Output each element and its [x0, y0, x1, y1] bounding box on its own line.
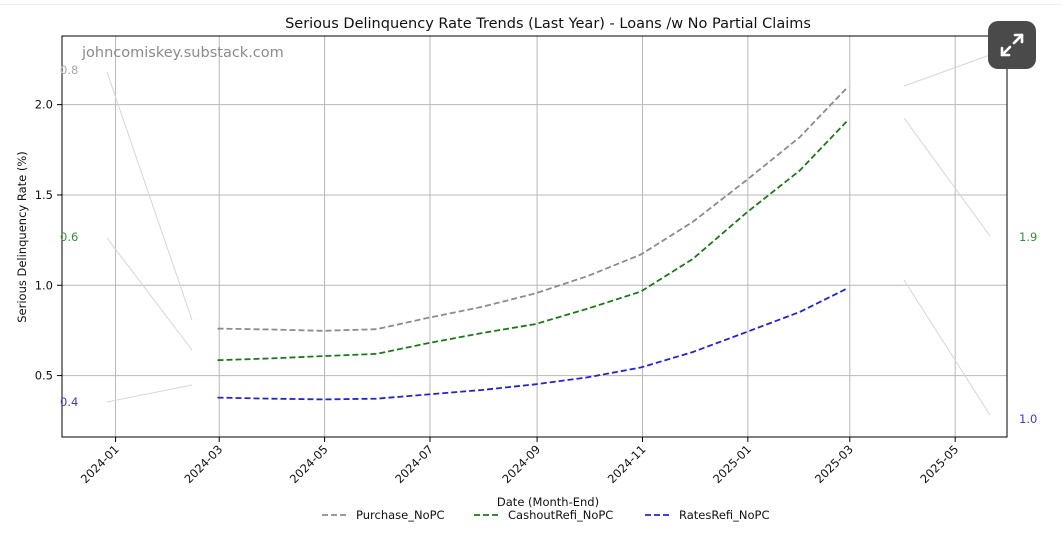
legend: Purchase_NoPC CashoutRefi_NoPC RatesRefi_N… — [322, 508, 770, 522]
x-tick-label: 2025-03 — [812, 442, 856, 486]
y-tick-label: 2.0 — [35, 98, 53, 112]
series-line-cashoutrefi-nopc — [217, 119, 849, 362]
expand-icon — [1000, 33, 1024, 57]
x-tick-label: 2025-01 — [710, 442, 754, 486]
annotation-connector — [903, 117, 991, 237]
legend-label: RatesRefi_NoPC — [679, 508, 770, 522]
annotation-right-label: 1.0 — [1019, 412, 1037, 426]
legend-label: Purchase_NoPC — [356, 508, 445, 522]
grid — [62, 36, 1007, 437]
x-tick-label: 2025-05 — [917, 442, 961, 486]
y-axis-label: Serious Delinquency Rate (%) — [15, 151, 29, 323]
x-tick-label: 2024-01 — [78, 442, 122, 486]
annotation-connector — [106, 71, 193, 321]
x-tick-label: 2024-09 — [499, 442, 543, 486]
annotation-left-label: 0.6 — [60, 230, 78, 244]
y-tick-label: 1.5 — [35, 188, 53, 202]
annotation-left-label: 0.8 — [60, 63, 78, 77]
annotation-right-label: 1.9 — [1019, 230, 1037, 244]
annotation-left-label: 0.4 — [60, 395, 78, 409]
x-axis-ticks: 2024-01 2024-03 2024-05 2024-07 2024-09 2024-… — [78, 437, 961, 486]
x-tick-label: 2024-07 — [392, 442, 436, 486]
x-tick-label: 2024-05 — [287, 442, 331, 486]
y-tick-label: 1.0 — [35, 278, 53, 292]
annotation-connector — [903, 54, 991, 87]
annotation-labels: 0.8 0.6 0.4 1.9 1.0 — [60, 63, 1037, 426]
annotation-connector — [106, 384, 193, 403]
annotation-lines — [106, 54, 991, 416]
annotation-connector — [903, 279, 991, 416]
series-line-purchase-nopc — [217, 85, 849, 332]
annotation-connector — [106, 237, 193, 351]
plot-frame — [61, 35, 1008, 438]
expand-button[interactable] — [988, 21, 1036, 69]
watermark: johncomiskey.substack.com — [81, 45, 284, 61]
x-axis-label: Date (Month-End) — [497, 495, 599, 509]
series-line-ratesrefi-nopc — [217, 287, 849, 401]
series-layer — [217, 85, 849, 401]
x-tick-label: 2024-11 — [605, 442, 649, 486]
legend-label: CashoutRefi_NoPC — [508, 508, 613, 522]
x-tick-label: 2024-03 — [181, 442, 225, 486]
y-tick-label: 0.5 — [35, 369, 53, 383]
y-axis-ticks: 0.5 1.0 1.5 2.0 — [35, 98, 62, 383]
chart-title: Serious Delinquency Rate Trends (Last Ye… — [285, 16, 811, 32]
top-border — [0, 4, 1061, 5]
